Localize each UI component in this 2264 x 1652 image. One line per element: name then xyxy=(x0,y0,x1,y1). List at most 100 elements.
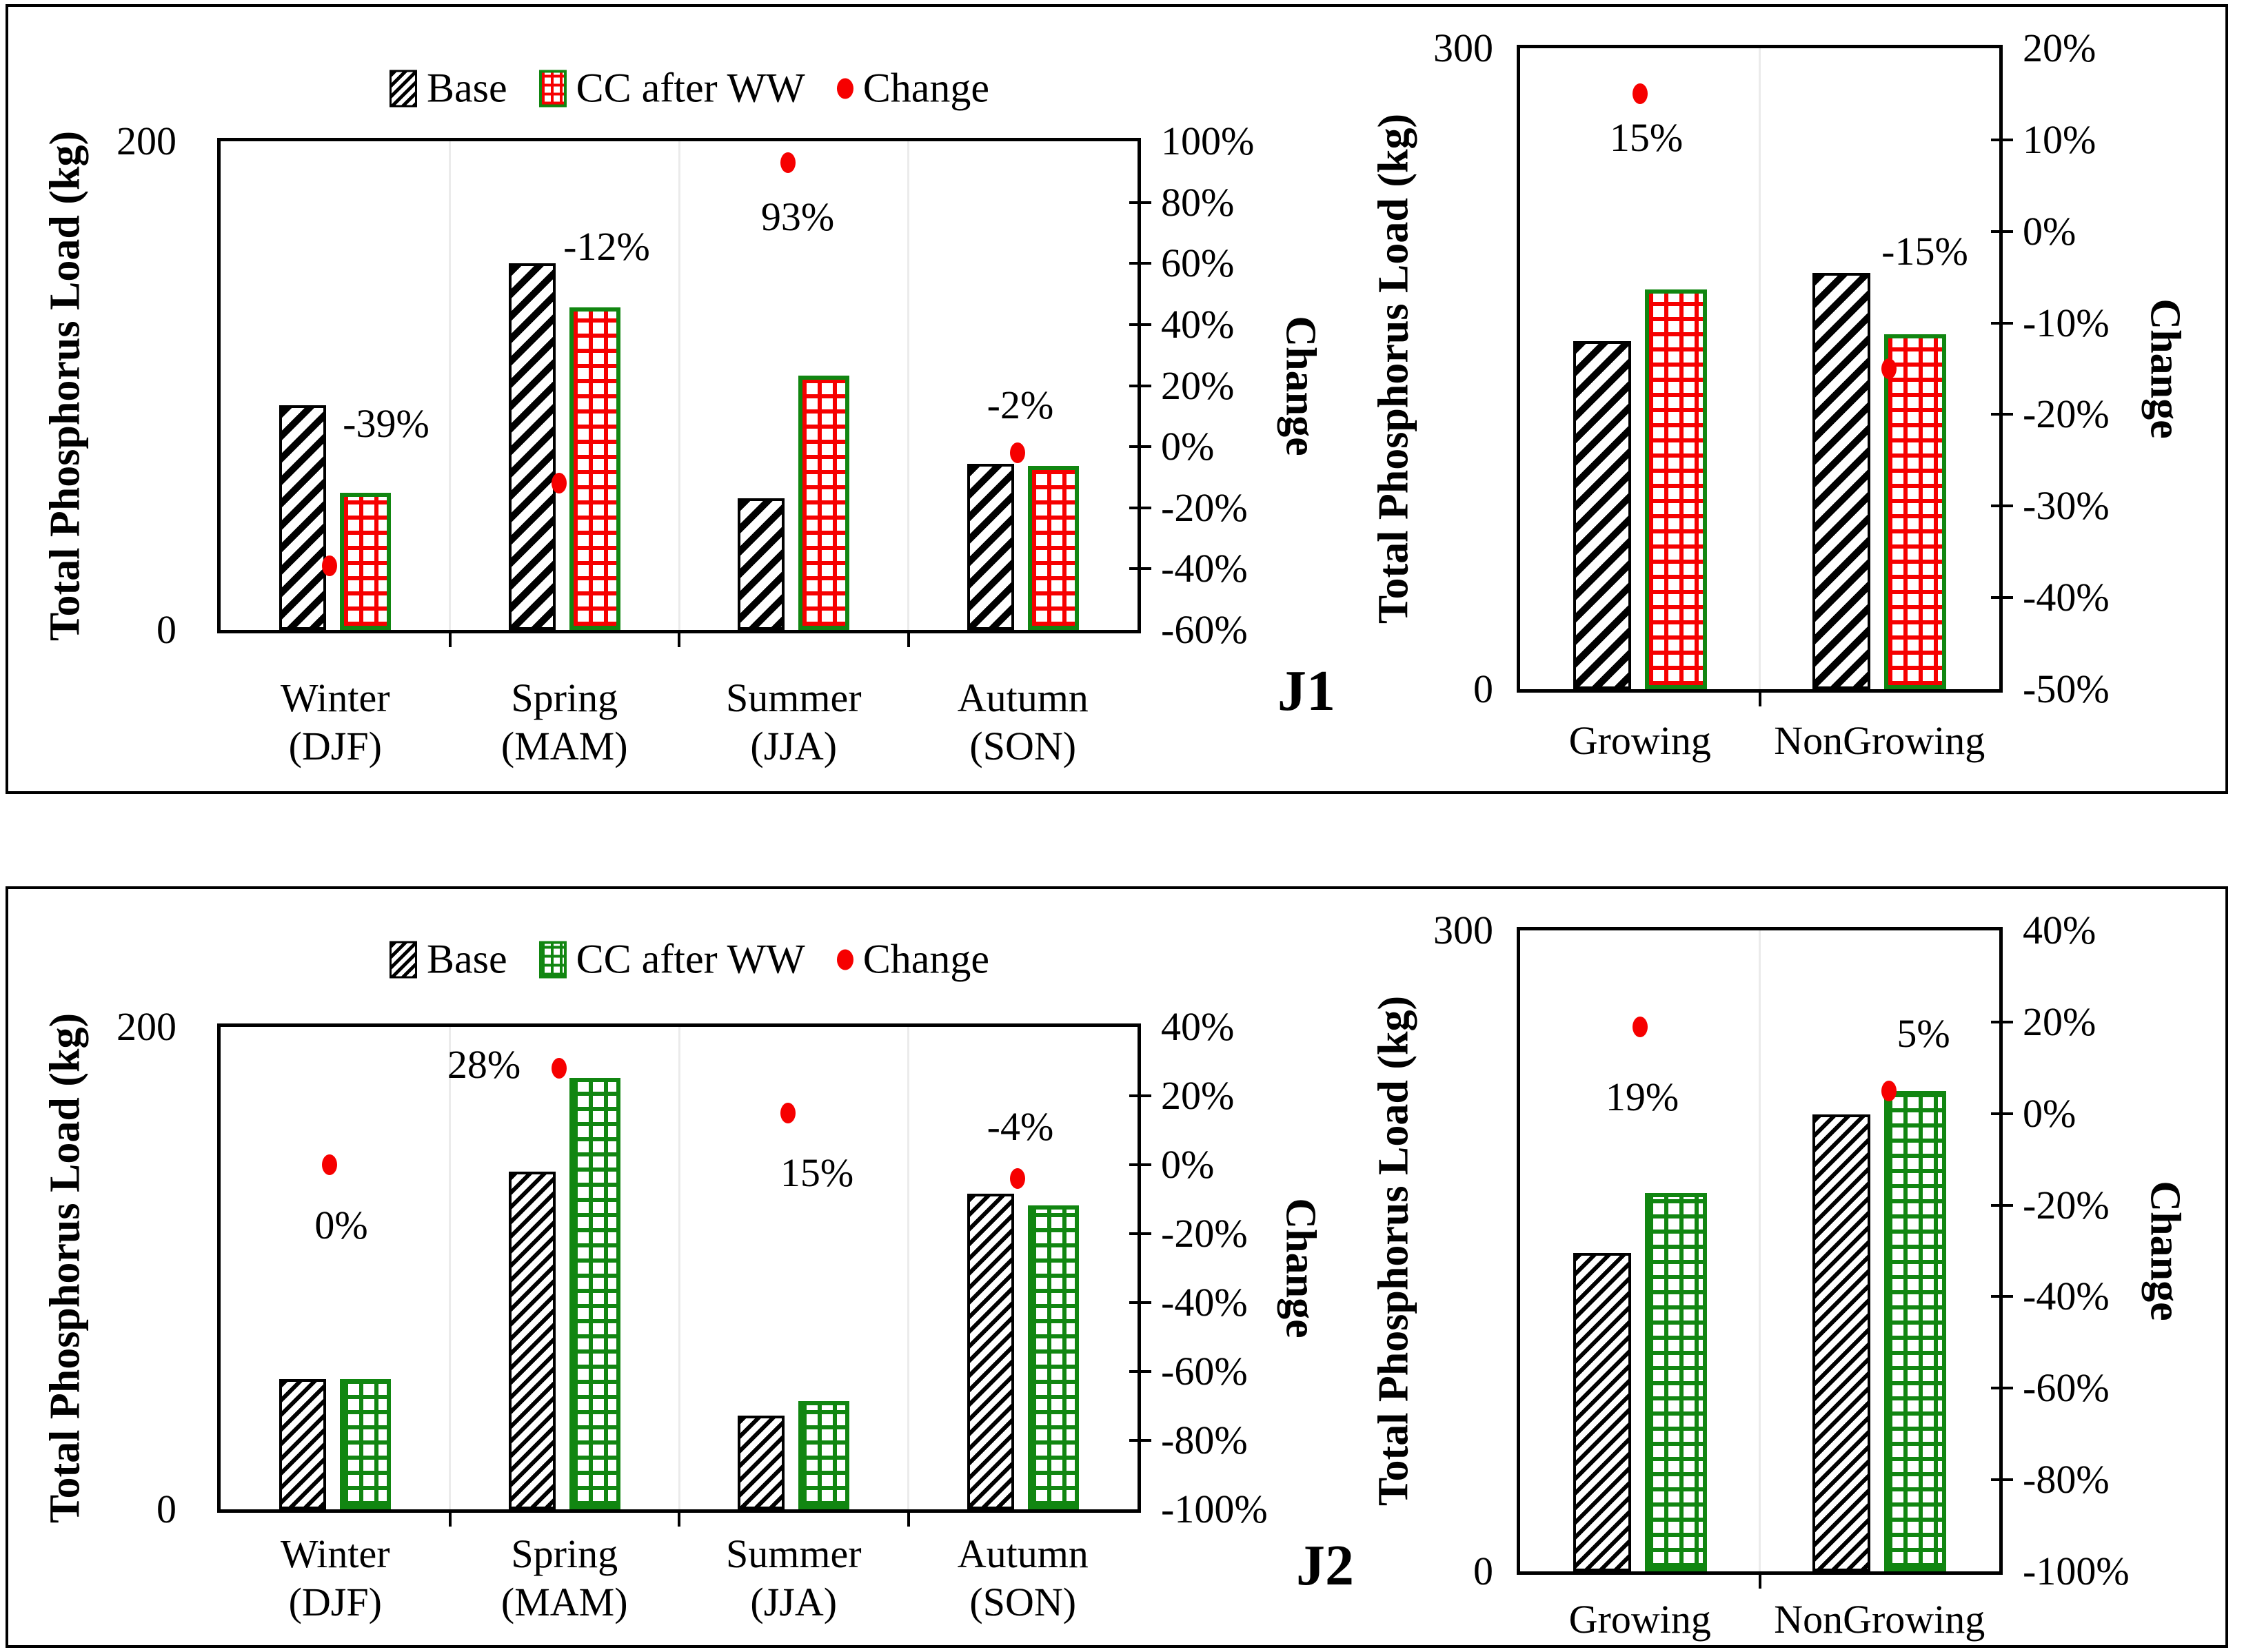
change-value-label-spring: -12% xyxy=(563,224,650,269)
legend-item-base-label: Base xyxy=(426,65,507,111)
x-axis-tick xyxy=(678,1513,680,1527)
y2-axis-tick xyxy=(1129,1301,1151,1304)
y2-tick-label: -30% xyxy=(2023,483,2110,529)
bar-cc-growing xyxy=(1644,289,1707,689)
y2-axis-tick xyxy=(1991,1112,2013,1115)
y2-axis-tick xyxy=(1129,1094,1151,1097)
x-category-label-summer: Summer (JJA) xyxy=(676,1530,911,1626)
bar-cc-summer xyxy=(798,376,850,630)
category-gridline xyxy=(449,141,451,630)
change-value-label-autumn: -2% xyxy=(987,383,1054,427)
legend-item-change-label: Change xyxy=(862,936,990,982)
x-category-sub: (JJA) xyxy=(750,724,838,768)
y2-axis-title: Change xyxy=(1277,1198,1324,1338)
y2-tick-label: -40% xyxy=(2023,575,2110,620)
x-category-name: Summer xyxy=(725,1531,862,1576)
cc-after-ww-swatch xyxy=(538,70,567,107)
y2-tick-label: -40% xyxy=(2023,1274,2110,1319)
x-category-name: Growing xyxy=(1568,718,1711,763)
bar-base-summer xyxy=(738,1415,785,1509)
y2-tick-label: 80% xyxy=(1161,179,1235,225)
x-category-label-summer: Summer (JJA) xyxy=(676,674,911,771)
y2-axis-tick xyxy=(1129,1232,1151,1235)
y1-tick-label-max: 300 xyxy=(1433,26,1493,70)
x-category-label-nongrowing: NonGrowing xyxy=(1762,717,1997,765)
change-value-label-nongrowing: 5% xyxy=(1897,1011,1950,1056)
change-value-label-autumn: -4% xyxy=(987,1104,1054,1149)
y2-tick-label: -20% xyxy=(1161,1211,1248,1256)
x-axis-tick xyxy=(448,1513,452,1527)
y2-axis-title: Change xyxy=(2141,298,2189,439)
bar-base-nongrowing xyxy=(1812,272,1871,689)
bar-cc-growing xyxy=(1644,1193,1707,1571)
legend-item-cc-after-ww-label: CC after WW xyxy=(576,936,805,982)
bar-base-autumn xyxy=(967,1193,1014,1509)
bar-cc-winter xyxy=(340,493,392,630)
y2-tick-label: -10% xyxy=(2023,300,2110,345)
plot-area-j1-growing xyxy=(1517,45,2003,693)
x-category-name: Summer xyxy=(725,675,862,720)
y2-tick-label: 40% xyxy=(1161,301,1235,347)
change-dot-nongrowing xyxy=(1881,358,1897,379)
y2-axis-tick xyxy=(1129,1439,1151,1442)
x-category-sub: (DJF) xyxy=(288,724,382,768)
y2-tick-label: 40% xyxy=(1161,1004,1235,1049)
cc-after-ww-swatch xyxy=(538,941,567,978)
bar-cc-summer xyxy=(798,1400,850,1509)
change-dot-growing xyxy=(1632,83,1648,105)
base-swatch xyxy=(389,941,417,978)
y1-tick-label-zero: 0 xyxy=(156,607,176,652)
bar-base-spring xyxy=(508,1172,556,1509)
change-value-label-spring: 28% xyxy=(447,1042,521,1087)
change-dot-swatch xyxy=(836,949,853,970)
legend-j2-seasonal: Base CC after WW Change xyxy=(389,936,990,983)
y2-tick-label: -80% xyxy=(2023,1457,2110,1502)
y2-axis-tick xyxy=(1129,323,1151,326)
y2-tick-label: -20% xyxy=(2023,1182,2110,1227)
x-category-sub: (SON) xyxy=(969,1580,1077,1624)
bar-cc-spring xyxy=(569,307,620,630)
y2-tick-label: -20% xyxy=(1161,485,1248,530)
y2-tick-label: -20% xyxy=(2023,391,2110,437)
bar-base-winter xyxy=(279,1379,327,1509)
y2-axis-tick xyxy=(1991,321,2013,325)
x-axis-tick xyxy=(1758,1575,1761,1589)
y2-axis-tick xyxy=(1991,1387,2013,1390)
x-category-name: NonGrowing xyxy=(1774,1597,1985,1642)
y1-axis-title: Total Phosphorus Load (kg) xyxy=(1370,113,1417,624)
change-dot-nongrowing xyxy=(1881,1080,1897,1101)
y2-axis-tick xyxy=(1991,596,2013,600)
y2-tick-label: -40% xyxy=(1161,546,1248,591)
legend-item-base: Base xyxy=(389,936,507,983)
y2-axis-tick xyxy=(1991,504,2013,508)
y2-tick-label: 20% xyxy=(2023,999,2096,1044)
y2-axis-tick xyxy=(1991,1020,2013,1023)
legend-item-change-label: Change xyxy=(862,65,990,111)
x-category-name: Winter xyxy=(280,1531,390,1576)
x-category-label-winter: Winter (DJF) xyxy=(218,674,452,771)
x-category-sub: (SON) xyxy=(969,724,1077,768)
y2-axis-tick xyxy=(1991,138,2013,141)
y2-tick-label: 20% xyxy=(1161,1073,1235,1118)
x-axis-tick xyxy=(907,1513,910,1527)
bar-base-autumn xyxy=(967,463,1014,630)
x-category-label-autumn: Autumn (SON) xyxy=(906,674,1140,771)
y2-tick-label: -60% xyxy=(1161,1349,1248,1394)
legend-j1-seasonal: Base CC after WW Change xyxy=(389,65,990,112)
category-gridline xyxy=(907,1027,909,1509)
y1-axis-title: Total Phosphorus Load (kg) xyxy=(41,130,89,641)
y2-tick-label: 0% xyxy=(2023,208,2076,254)
y2-tick-label: -60% xyxy=(1161,607,1248,652)
bar-cc-autumn xyxy=(1027,466,1079,630)
x-category-name: Autumn xyxy=(957,1531,1089,1576)
category-gridline xyxy=(907,141,909,630)
bar-base-spring xyxy=(508,263,556,630)
x-category-sub: (MAM) xyxy=(501,724,628,768)
legend-item-cc-after-ww-label: CC after WW xyxy=(576,65,805,111)
x-category-name: Autumn xyxy=(957,675,1089,720)
plot-area-j2-seasonal xyxy=(217,1023,1141,1513)
y1-tick-label-zero: 0 xyxy=(156,1487,176,1531)
x-category-name: Winter xyxy=(280,675,390,720)
x-category-name: Growing xyxy=(1568,1597,1711,1642)
